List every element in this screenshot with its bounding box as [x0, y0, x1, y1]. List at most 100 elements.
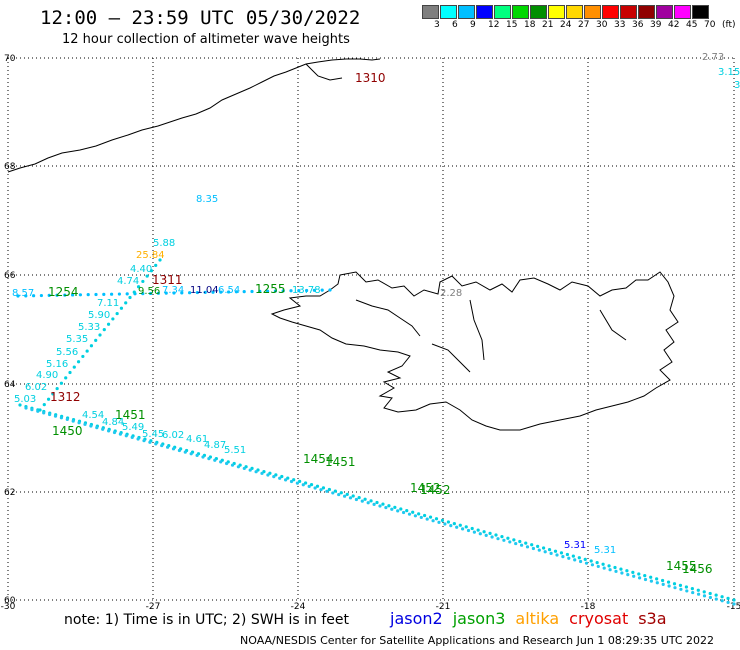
iceland-coastline	[270, 271, 679, 431]
track-point	[207, 457, 211, 461]
track-point	[655, 577, 659, 581]
track-point	[381, 502, 385, 506]
wave-height-label: 25.84	[136, 250, 165, 261]
track-point	[164, 291, 168, 295]
track-point	[661, 578, 665, 583]
track-point	[48, 412, 52, 417]
track-point	[375, 500, 379, 505]
track-point	[117, 292, 121, 296]
track-point	[125, 292, 129, 296]
track-point	[502, 538, 506, 542]
track-point	[53, 414, 58, 418]
track-point	[309, 483, 314, 487]
legend-swatch	[620, 5, 637, 19]
track-point	[213, 458, 217, 462]
track-point	[567, 556, 571, 560]
track-point	[428, 515, 433, 519]
track-point	[602, 566, 606, 570]
iceland-fjord-west	[355, 299, 421, 337]
legend-swatch	[476, 5, 493, 19]
wave-height-label: 6.02	[25, 382, 47, 393]
track-point	[292, 478, 296, 482]
track-point	[142, 439, 146, 443]
track-point	[470, 526, 474, 531]
track-point	[111, 317, 115, 321]
legend-tick: 45	[686, 20, 698, 30]
track-point	[673, 586, 677, 590]
track-point	[295, 481, 299, 485]
track-point	[500, 535, 504, 539]
track-point	[177, 448, 181, 453]
track-point	[280, 474, 284, 479]
track-point	[638, 576, 642, 580]
track-point	[242, 290, 246, 294]
legend-tick: 42	[668, 20, 680, 30]
track-point	[577, 556, 581, 560]
track-point	[614, 569, 618, 573]
wave-height-label: 5.31	[564, 540, 586, 551]
wave-height-label: 5.90	[88, 310, 110, 321]
color-legend	[422, 5, 710, 19]
track-point	[281, 289, 285, 293]
wave-height-label: 11.04	[190, 285, 219, 296]
track-point	[625, 569, 629, 573]
track-point	[118, 432, 122, 436]
legend-swatch	[548, 5, 565, 19]
track-point	[101, 427, 105, 431]
track-point	[666, 580, 671, 584]
wave-height-label: 5.45	[142, 429, 164, 440]
track-point	[464, 525, 468, 529]
lon-label: -21	[436, 602, 451, 612]
track-point	[254, 470, 258, 474]
track-point	[31, 294, 36, 298]
track-point	[128, 295, 132, 300]
track-point	[337, 492, 341, 497]
track-point	[260, 471, 264, 475]
wave-height-label: 5.88	[153, 238, 175, 249]
track-point	[679, 587, 683, 591]
iceland-bay-west	[431, 343, 471, 373]
track-point	[387, 504, 391, 508]
legend-swatch	[494, 5, 511, 19]
track-point	[115, 311, 119, 316]
track-point	[78, 293, 82, 297]
track-point	[620, 571, 624, 575]
track-point	[631, 570, 635, 574]
track-point	[524, 541, 528, 545]
track-point	[236, 465, 240, 469]
track-point	[65, 417, 69, 422]
legend-tick: 18	[524, 20, 536, 30]
track-point	[289, 289, 293, 293]
legend-tick: 33	[614, 20, 626, 30]
track-point	[667, 584, 671, 588]
track-point	[690, 587, 694, 591]
track-point	[68, 370, 72, 375]
iceland-fjord-east	[599, 309, 627, 341]
legend-swatch	[458, 5, 475, 19]
track-point	[714, 597, 718, 601]
track-point	[234, 290, 238, 294]
lon-label: -15	[727, 602, 740, 612]
track-point	[319, 488, 323, 492]
legend-swatch	[638, 5, 655, 19]
track-point	[345, 492, 349, 496]
track-point	[320, 288, 324, 292]
wave-height-label: 4.84	[102, 417, 124, 428]
track-point	[307, 484, 311, 488]
track-point	[431, 519, 435, 523]
track-point	[351, 494, 355, 498]
track-point	[589, 559, 593, 563]
track-point	[18, 403, 22, 407]
wave-height-label: 4.74	[117, 276, 139, 287]
track-point	[357, 496, 361, 500]
track-point	[24, 406, 28, 410]
wave-height-label: 4.40	[130, 264, 152, 275]
legend-swatch	[530, 5, 547, 19]
track-point	[407, 512, 412, 516]
wave-height-label: 4.87	[204, 440, 226, 451]
pass-time-label: 1255	[255, 282, 286, 296]
lat-label: 64	[4, 380, 16, 390]
track-point	[732, 598, 736, 602]
track-point	[59, 416, 64, 420]
